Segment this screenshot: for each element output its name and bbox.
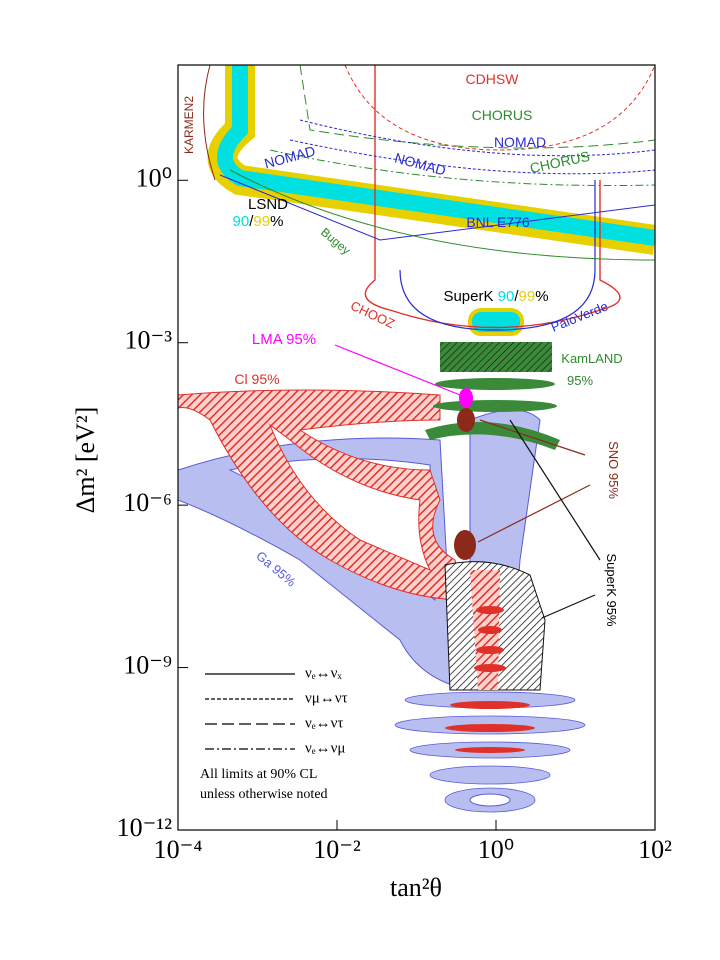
annotation-part: Cl 95% [234, 371, 279, 387]
legend-label: νₑ↔νμ [305, 740, 345, 756]
legend-note: All limits at 90% CL [200, 767, 317, 782]
legend-label: νμ↔ντ [305, 690, 348, 706]
annotation: Bugey [318, 225, 353, 258]
legend-label: νₑ↔νₓ [305, 665, 342, 681]
annotation-part: Bugey [318, 225, 353, 258]
x-tick-label: 10⁰ [478, 835, 514, 864]
annotation-part: NOMAD [494, 134, 546, 150]
annotation-part: 95% [567, 373, 593, 388]
y-tick-label: 10⁻⁹ [123, 651, 172, 680]
annotation: 90/99% [233, 213, 284, 230]
annotation: SuperK 95% [604, 554, 619, 627]
annotation-part: CHORUS [472, 107, 533, 123]
annotation-part: NOMAD [393, 149, 447, 178]
annotation: LMA 95% [252, 331, 316, 348]
annotation: CDHSW [466, 71, 520, 87]
y-axis-label: Δm² [eV²] [71, 407, 100, 514]
annotation-part: 99 [253, 213, 270, 230]
x-tick-label: 10⁻⁴ [154, 835, 203, 864]
annotation-part: / [249, 213, 254, 230]
annotation: Cl 95% [234, 371, 279, 387]
annotation: NOMAD [262, 142, 316, 171]
pointers [334, 344, 601, 619]
annotation-part: PaloVerde [549, 299, 610, 335]
annotation-part: SuperK 95% [604, 554, 619, 627]
annotation-part: % [535, 288, 548, 305]
annotation-part: SuperK [443, 288, 497, 305]
y-tick-label: 10⁻³ [124, 326, 172, 355]
annotation-part: 90 [498, 288, 515, 305]
annotation: NOMAD [393, 149, 447, 178]
annotation: CHORUS [472, 107, 533, 123]
annotation: SuperK 90/99% [443, 288, 548, 305]
x-tick-label: 10⁻² [313, 835, 361, 864]
annotation-part: NOMAD [262, 142, 316, 171]
annotation-part: LSND [248, 196, 288, 213]
annotation-part: LMA 95% [252, 331, 316, 348]
annotation: CHORUS [528, 148, 591, 176]
annotation: NOMAD [494, 134, 546, 150]
annotation-part: 99 [519, 288, 536, 305]
x-tick-label: 10² [638, 835, 672, 864]
annotation-part: / [514, 288, 519, 305]
annotation-part: CHORUS [528, 148, 591, 176]
x-axis-label: tan²θ [390, 873, 442, 902]
exclusion-regions [178, 65, 655, 813]
annotation: BNL E776 [466, 214, 530, 230]
plot-frame [177, 64, 656, 831]
y-tick-label: 10⁻¹² [117, 813, 173, 842]
annotation: 95% [567, 373, 593, 388]
annotation: PaloVerde [549, 299, 610, 335]
annotation-part: KARMEN2 [182, 96, 196, 154]
annotation: SNO 95% [606, 441, 621, 499]
y-tick-label: 10⁻⁶ [123, 488, 172, 517]
annotation-part: BNL E776 [466, 214, 530, 230]
legend-note: unless otherwise noted [200, 787, 328, 802]
annotation-part: KamLAND [561, 351, 622, 366]
annotation-part: % [270, 213, 283, 230]
annotation-part: 90 [233, 213, 250, 230]
annotation-part: SNO 95% [606, 441, 621, 499]
legend-label: νₑ↔ντ [305, 715, 343, 731]
annotation: KamLAND [561, 351, 622, 366]
annotation: KARMEN2 [182, 96, 196, 154]
annotation-part: CDHSW [466, 71, 520, 87]
annotation: LSND [248, 196, 288, 213]
y-tick-label: 10⁰ [136, 163, 172, 192]
